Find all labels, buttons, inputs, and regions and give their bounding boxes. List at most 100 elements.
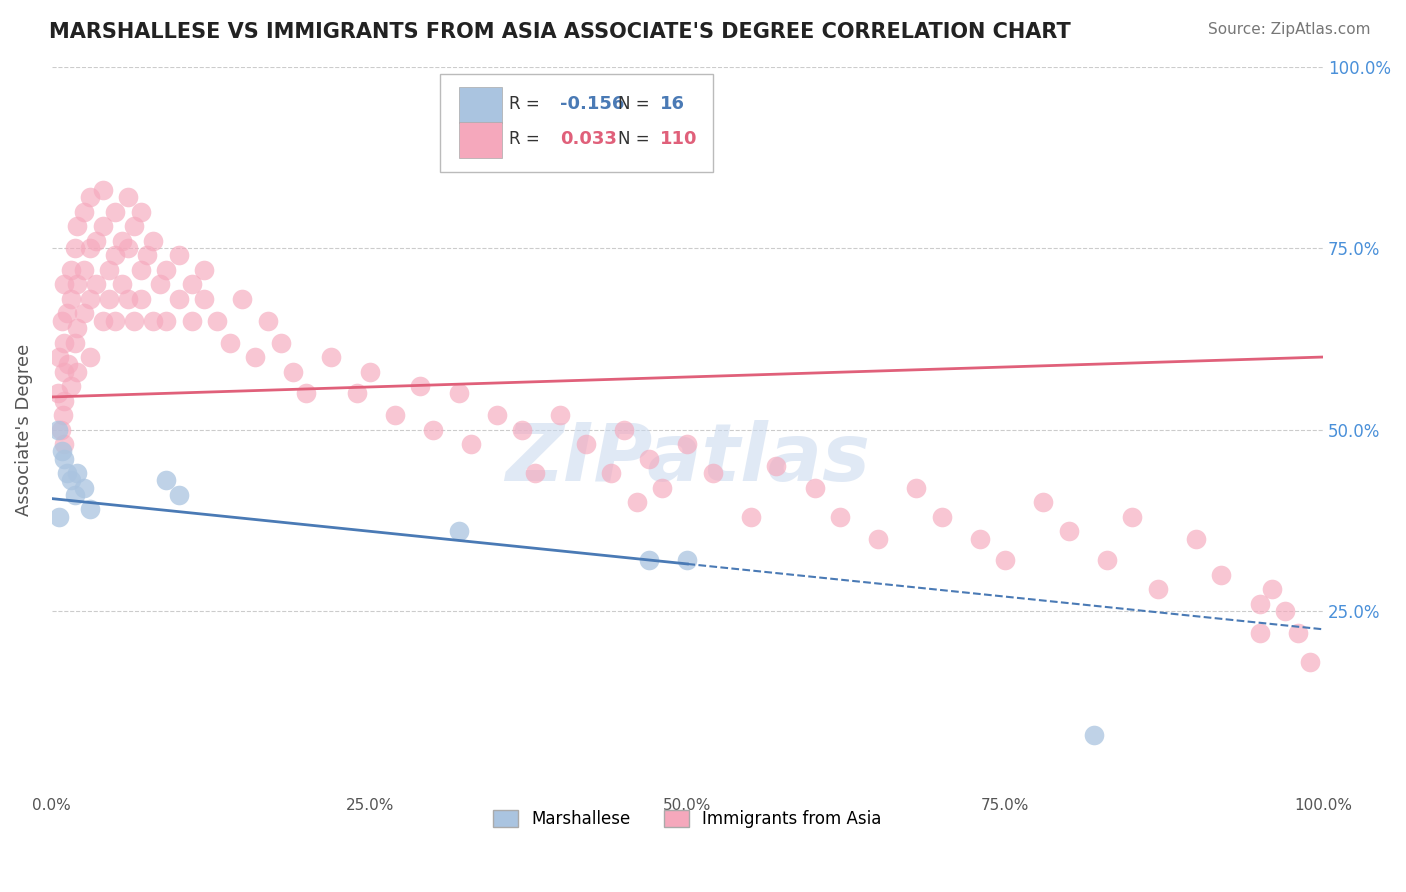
- Point: [803, 481, 825, 495]
- Point: [104, 248, 127, 262]
- Point: [218, 335, 240, 350]
- Text: Source: ZipAtlas.com: Source: ZipAtlas.com: [1208, 22, 1371, 37]
- Point: [53, 365, 76, 379]
- Point: [359, 365, 381, 379]
- Point: [124, 314, 146, 328]
- Point: [66, 219, 89, 234]
- Point: [1057, 524, 1080, 539]
- Text: N =: N =: [617, 130, 654, 148]
- Point: [46, 423, 69, 437]
- Point: [600, 466, 623, 480]
- Point: [84, 277, 107, 292]
- Point: [193, 263, 215, 277]
- Point: [868, 532, 890, 546]
- Point: [193, 292, 215, 306]
- Text: -0.156: -0.156: [561, 95, 624, 113]
- Point: [931, 509, 953, 524]
- Point: [79, 502, 101, 516]
- Point: [550, 408, 572, 422]
- Point: [124, 219, 146, 234]
- Point: [1032, 495, 1054, 509]
- Point: [53, 393, 76, 408]
- Point: [63, 488, 86, 502]
- Point: [283, 365, 305, 379]
- Point: [51, 314, 73, 328]
- Point: [129, 263, 152, 277]
- Point: [72, 481, 94, 495]
- Point: [63, 241, 86, 255]
- Point: [575, 437, 598, 451]
- Point: [295, 386, 318, 401]
- Point: [97, 292, 120, 306]
- Point: [447, 386, 470, 401]
- Point: [79, 190, 101, 204]
- Point: [58, 357, 80, 371]
- Point: [129, 292, 152, 306]
- Point: [422, 423, 444, 437]
- Point: [651, 481, 673, 495]
- Point: [53, 335, 76, 350]
- Point: [97, 263, 120, 277]
- Point: [59, 292, 82, 306]
- Point: [53, 451, 76, 466]
- Point: [142, 314, 165, 328]
- Point: [111, 234, 134, 248]
- Point: [1121, 509, 1143, 524]
- Point: [79, 292, 101, 306]
- Point: [155, 263, 177, 277]
- Point: [613, 423, 636, 437]
- Text: ZIPatlas: ZIPatlas: [505, 419, 870, 498]
- Point: [104, 204, 127, 219]
- Point: [167, 488, 190, 502]
- Text: R =: R =: [509, 95, 546, 113]
- Point: [72, 306, 94, 320]
- Point: [905, 481, 928, 495]
- Point: [676, 437, 699, 451]
- Point: [180, 314, 202, 328]
- Point: [1299, 655, 1322, 669]
- Point: [56, 306, 79, 320]
- Text: R =: R =: [509, 130, 546, 148]
- FancyBboxPatch shape: [458, 122, 502, 158]
- Point: [676, 553, 699, 567]
- Point: [510, 423, 533, 437]
- Point: [447, 524, 470, 539]
- Point: [104, 314, 127, 328]
- Point: [1286, 626, 1309, 640]
- Text: MARSHALLESE VS IMMIGRANTS FROM ASIA ASSOCIATE'S DEGREE CORRELATION CHART: MARSHALLESE VS IMMIGRANTS FROM ASIA ASSO…: [49, 22, 1071, 42]
- Point: [270, 335, 292, 350]
- Point: [638, 451, 661, 466]
- Point: [167, 292, 190, 306]
- Point: [52, 408, 75, 422]
- Point: [523, 466, 546, 480]
- Point: [53, 437, 76, 451]
- Point: [180, 277, 202, 292]
- Point: [59, 474, 82, 488]
- Point: [84, 234, 107, 248]
- Point: [79, 350, 101, 364]
- Point: [155, 314, 177, 328]
- Point: [66, 321, 89, 335]
- Point: [56, 466, 79, 480]
- Point: [1249, 597, 1271, 611]
- Point: [205, 314, 228, 328]
- Point: [243, 350, 266, 364]
- Point: [48, 509, 70, 524]
- Point: [72, 204, 94, 219]
- Text: 16: 16: [659, 95, 685, 113]
- Point: [136, 248, 159, 262]
- FancyBboxPatch shape: [458, 87, 502, 123]
- Point: [149, 277, 172, 292]
- Text: 110: 110: [659, 130, 697, 148]
- Point: [1261, 582, 1284, 597]
- Point: [117, 190, 139, 204]
- Point: [1274, 604, 1296, 618]
- Point: [66, 365, 89, 379]
- Y-axis label: Associate's Degree: Associate's Degree: [15, 343, 32, 516]
- Point: [1249, 626, 1271, 640]
- Point: [638, 553, 661, 567]
- Point: [740, 509, 762, 524]
- Point: [167, 248, 190, 262]
- Point: [321, 350, 343, 364]
- Point: [49, 423, 72, 437]
